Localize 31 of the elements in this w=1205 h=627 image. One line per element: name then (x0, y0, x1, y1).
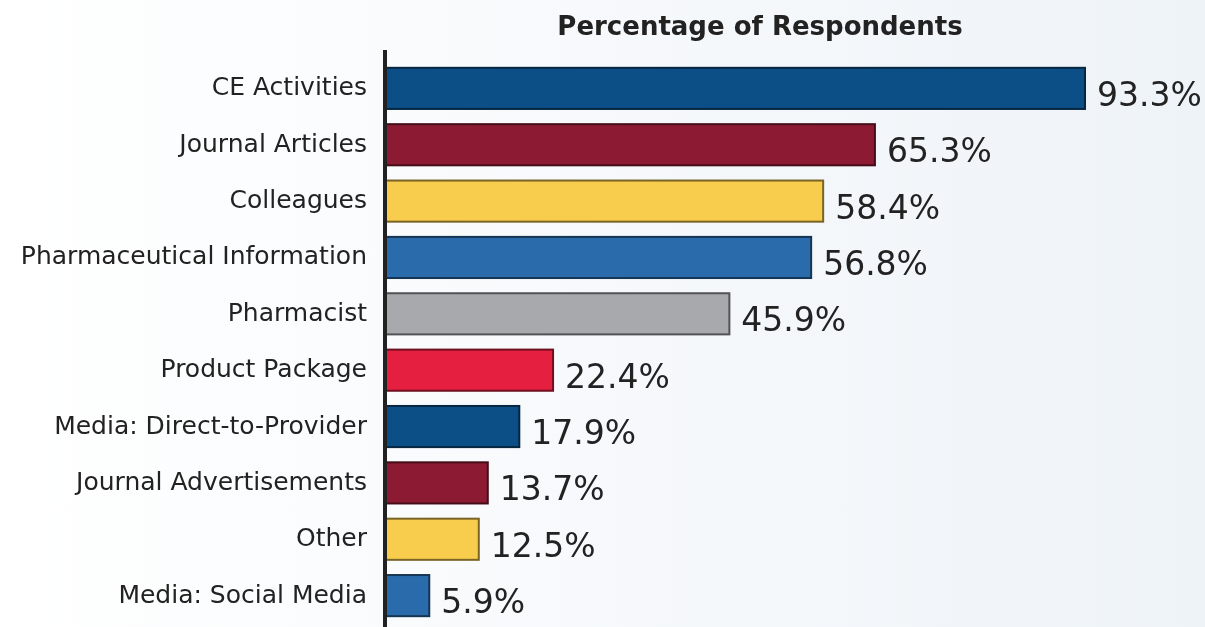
y-tick-label: Product Package (160, 354, 367, 384)
data-label: 13.7% (499, 469, 605, 509)
data-label: 56.8% (823, 243, 928, 283)
data-label: 5.9% (441, 582, 526, 622)
y-tick-label: Other (296, 523, 368, 553)
y-tick-label: Colleagues (229, 185, 367, 215)
y-tick-label: Journal Articles (177, 128, 367, 158)
data-label: 17.9% (531, 413, 637, 453)
bar (384, 517, 480, 561)
bar (384, 404, 521, 449)
bar (384, 235, 813, 280)
y-tick-label: Media: Social Media (118, 579, 367, 609)
bar (384, 123, 876, 167)
data-label: 45.9% (741, 300, 847, 340)
bar (384, 348, 555, 392)
data-label: 93.3% (1097, 74, 1202, 114)
y-tick-label: Journal Advertisements (74, 466, 367, 496)
y-tick-label: Pharmacist (227, 297, 368, 327)
y-tick-label: Pharmaceutical Information (20, 241, 367, 271)
data-label: 65.3% (886, 131, 992, 171)
bar (384, 461, 489, 505)
bar (384, 179, 825, 223)
chart-title: Percentage of Respondents (557, 11, 963, 41)
data-label: 22.4% (565, 356, 670, 396)
data-label: 12.5% (490, 525, 596, 565)
bar (384, 574, 431, 618)
bar (384, 66, 1086, 110)
data-label: 58.4% (835, 187, 940, 227)
bar (384, 292, 731, 336)
y-tick-label: Media: Direct-to-Provider (54, 410, 368, 440)
y-tick-label: CE Activities (211, 72, 367, 102)
